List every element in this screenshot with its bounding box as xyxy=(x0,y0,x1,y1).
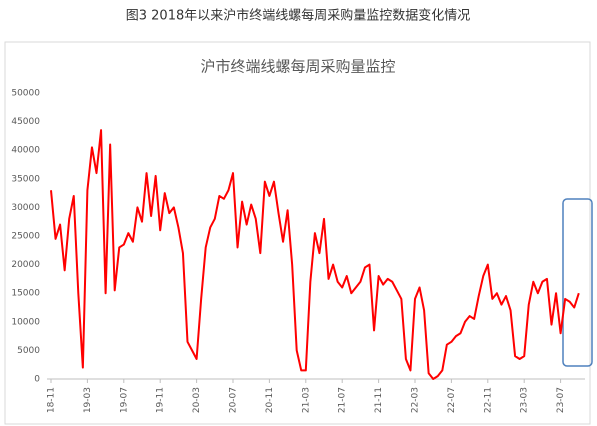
x-tick-label: 19-11 xyxy=(156,387,166,413)
x-tick-label: 22-11 xyxy=(483,387,493,413)
x-tick-label: 19-03 xyxy=(83,387,93,413)
x-tick-label: 20-07 xyxy=(229,387,239,413)
x-tick-label: 20-11 xyxy=(265,387,275,413)
x-tick-label: 22-07 xyxy=(447,387,457,413)
y-tick-label: 35000 xyxy=(11,174,40,184)
y-tick-label: 5000 xyxy=(17,346,40,356)
series-line xyxy=(50,129,580,380)
y-tick-label: 40000 xyxy=(11,146,40,156)
chart-title: 沪市终端线螺每周采购量监控 xyxy=(200,58,395,76)
chart-frame xyxy=(4,41,591,425)
y-tick-label: 15000 xyxy=(11,289,40,299)
y-tick-label: 30000 xyxy=(11,203,40,213)
y-tick-label: 20000 xyxy=(11,260,40,270)
x-tick-label: 19-07 xyxy=(119,387,129,413)
x-tick-label: 21-07 xyxy=(338,387,348,413)
x-tick-label: 18-11 xyxy=(47,387,57,413)
x-tick-label: 21-11 xyxy=(374,387,384,413)
x-tick-label: 21-03 xyxy=(301,387,311,413)
x-tick-label: 20-03 xyxy=(192,387,202,413)
x-tick-label: 23-07 xyxy=(556,387,566,413)
highlight-box xyxy=(562,198,593,367)
x-tick-label: 22-03 xyxy=(411,387,421,413)
x-tick-label: 23-03 xyxy=(520,387,530,413)
y-tick-label: 0 xyxy=(34,375,40,385)
y-tick-label: 45000 xyxy=(11,117,40,127)
y-tick-label: 10000 xyxy=(11,317,40,327)
y-tick-label: 50000 xyxy=(11,89,40,99)
y-tick-label: 25000 xyxy=(11,232,40,242)
figure-title: 图3 2018年以来沪市终端线螺每周采购量监控数据变化情况 xyxy=(126,8,471,24)
